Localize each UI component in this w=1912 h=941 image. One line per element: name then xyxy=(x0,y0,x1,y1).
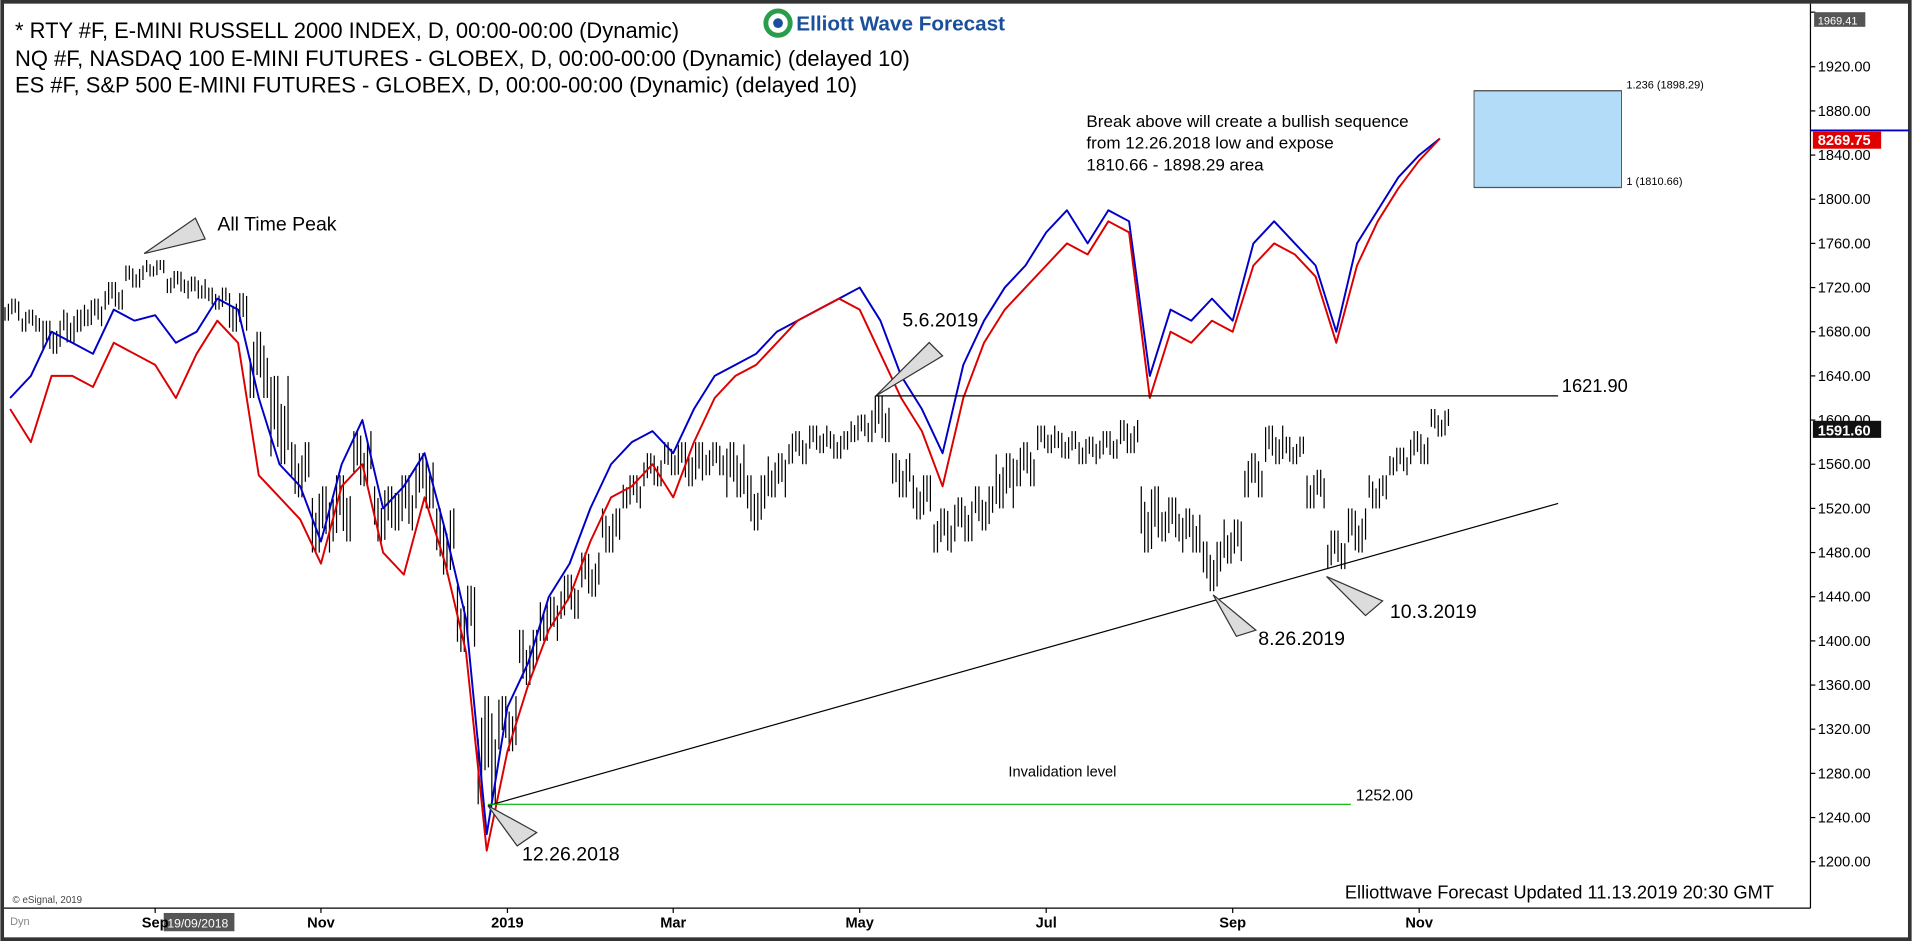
annotation: 8.26.2019 xyxy=(1258,628,1345,650)
x-tick-label: Mar xyxy=(660,916,686,932)
y-tick-label: 1440.00 xyxy=(1818,590,1871,606)
trend-line xyxy=(487,502,1559,807)
y-tick-label: 1840.00 xyxy=(1818,148,1871,164)
overlay-line xyxy=(9,137,1441,836)
y-tick-label: 1640.00 xyxy=(1818,369,1871,385)
pointer xyxy=(487,805,538,847)
plot-area xyxy=(0,90,1623,852)
annotation: 12.26.2018 xyxy=(522,844,620,866)
y-tick-label: 1200.00 xyxy=(1818,855,1871,871)
logo-icon xyxy=(763,8,793,38)
annotation: 5.6.2019 xyxy=(902,310,978,332)
level-label: 1621.90 xyxy=(1562,375,1628,396)
crosshair-date: 19/09/2018 xyxy=(167,917,228,931)
y-tick-label: 1969.41 xyxy=(1818,15,1858,27)
zone-label: 1 (1810.66) xyxy=(1626,176,1682,188)
footer: Elliottwave Forecast Updated 11.13.2019 … xyxy=(1345,881,1774,902)
y-tick-label: 1920.00 xyxy=(1818,60,1871,76)
overlay-line xyxy=(9,137,1441,852)
annotation: Invalidation level xyxy=(1008,764,1116,780)
header-line: NQ #F, NASDAQ 100 E-MINI FUTURES - GLOBE… xyxy=(15,46,910,71)
y-tick-label: 1720.00 xyxy=(1818,280,1871,296)
zone-label: 1.236 (1898.29) xyxy=(1626,79,1703,91)
y-tick-label: 1520.00 xyxy=(1818,501,1871,517)
x-tick-label: 2019 xyxy=(491,916,524,932)
header-line: ES #F, S&P 500 E-MINI FUTURES - GLOBEX, … xyxy=(15,73,857,98)
crosshair-box xyxy=(163,912,235,932)
nq-price-label: 8269.75 xyxy=(1818,133,1871,149)
y-tick-label: 1560.00 xyxy=(1818,457,1871,473)
logo: Elliott Wave Forecast xyxy=(758,6,1017,41)
y-tick-label: 1360.00 xyxy=(1818,678,1871,694)
y-tick-label: 1800.00 xyxy=(1818,192,1871,208)
header-line: * RTY #F, E-MINI RUSSELL 2000 INDEX, D, … xyxy=(15,18,679,43)
pointer xyxy=(1326,575,1384,617)
y-tick-label: 1760.00 xyxy=(1818,236,1871,252)
y-tick-label: 1880.00 xyxy=(1818,104,1871,120)
y-tick-label: 1680.00 xyxy=(1818,325,1871,341)
x-tick-label: Sep xyxy=(1219,916,1246,932)
note-line: 1810.66 - 1898.29 area xyxy=(1086,156,1264,175)
last-price-tag xyxy=(1812,420,1882,438)
last-price-label: 1591.60 xyxy=(1818,423,1871,439)
note-line: from 12.26.2018 low and expose xyxy=(1086,134,1333,153)
logo-box xyxy=(758,6,1017,41)
y-tick-label: 1320.00 xyxy=(1818,722,1871,738)
level-label: 1252.00 xyxy=(1356,788,1413,805)
note-line: Break above will create a bullish sequen… xyxy=(1086,112,1408,131)
annotation: All Time Peak xyxy=(217,213,336,235)
annotation: 10.3.2019 xyxy=(1390,601,1477,623)
x-tick-label: Nov xyxy=(307,916,335,932)
y-tick-box xyxy=(1814,12,1866,27)
nq-price-tag xyxy=(1812,131,1882,149)
x-tick-label: Sep xyxy=(142,916,169,932)
x-tick-label: May xyxy=(845,916,874,932)
x-tick-label: Jul xyxy=(1036,916,1057,932)
logo-text: Elliott Wave Forecast xyxy=(796,12,1005,35)
y-tick-label: 1240.00 xyxy=(1818,810,1871,826)
y-tick-label: 1280.00 xyxy=(1818,766,1871,782)
mode-label: Dyn xyxy=(10,916,30,928)
copyright: © eSignal, 2019 xyxy=(13,895,83,906)
x-tick-label: Nov xyxy=(1405,916,1433,932)
pointer xyxy=(875,341,944,397)
y-tick-label: 1400.00 xyxy=(1818,634,1871,650)
pointer xyxy=(143,217,207,255)
pointer xyxy=(1212,594,1258,638)
logo-icon xyxy=(773,18,783,29)
y-tick-label: 1480.00 xyxy=(1818,545,1871,561)
target-zone xyxy=(1473,90,1623,188)
